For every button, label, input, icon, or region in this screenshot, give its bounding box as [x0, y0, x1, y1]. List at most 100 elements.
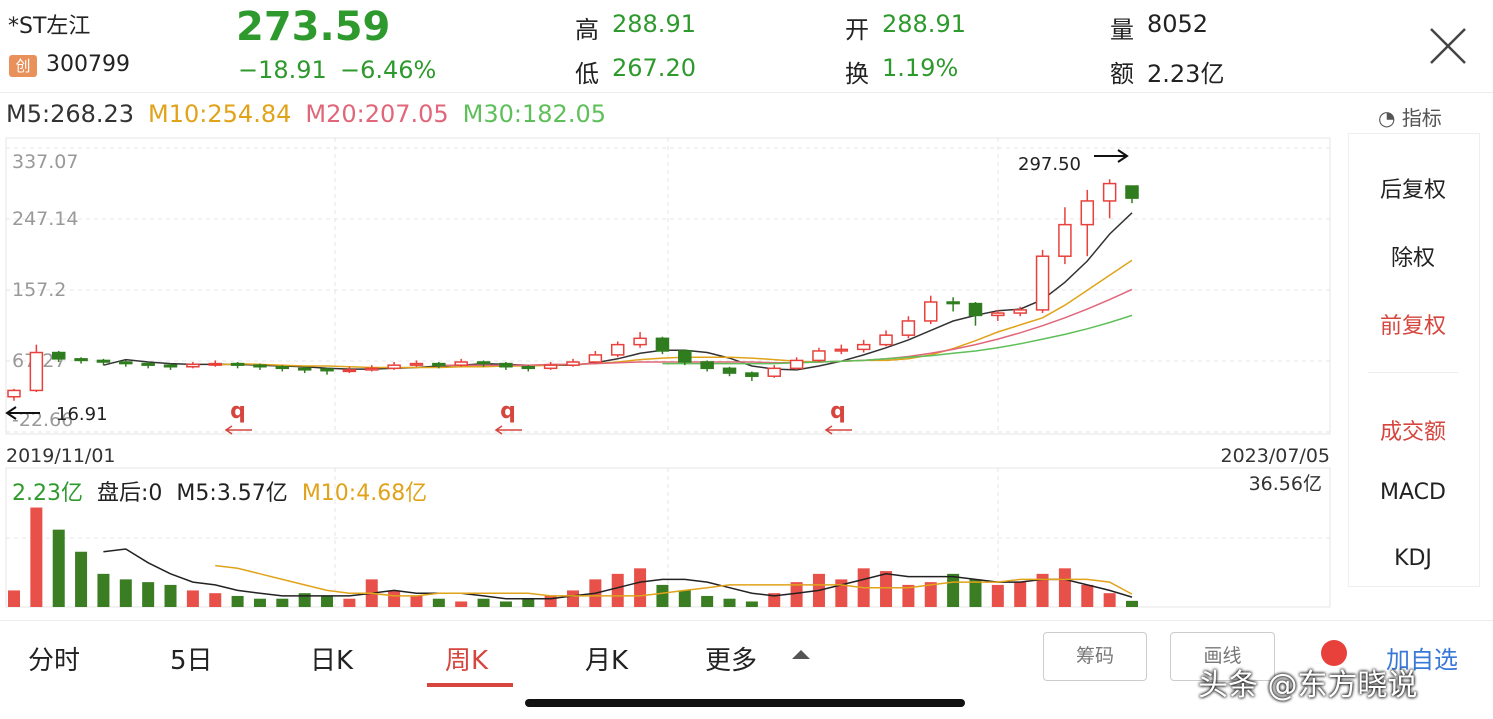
home-indicator: [525, 699, 965, 707]
close-button[interactable]: [1428, 26, 1468, 66]
volume-bar: [52, 529, 65, 607]
volume-bar: [432, 598, 445, 607]
side-menu-item[interactable]: 成交额: [1379, 420, 1446, 445]
candle-body: [566, 361, 580, 366]
candle-body: [789, 359, 804, 370]
candle-body: [365, 367, 379, 371]
volume-bar: [209, 593, 222, 607]
volume-bar: [186, 590, 199, 607]
volume-legend: M10:4.68亿: [302, 481, 427, 506]
stat-value: 288.91: [612, 10, 696, 38]
ma-legend-item: M20:207.05: [305, 100, 449, 128]
side-menu-item[interactable]: MACD: [1380, 480, 1446, 505]
stat-label: 额: [1110, 60, 1134, 88]
candle-body: [253, 364, 267, 368]
volume-bar: [388, 590, 401, 607]
volume-bar: [1014, 582, 1027, 607]
candle-body: [991, 312, 1005, 317]
candle-body: [454, 361, 468, 366]
candle-body: [96, 359, 111, 363]
ex-rights-arrow: [224, 425, 252, 435]
stat-value: 8052: [1147, 10, 1209, 38]
draw-button[interactable]: 画线: [1170, 632, 1275, 681]
ex-rights-arrow: [824, 425, 852, 435]
add-watchlist-button[interactable]: 加自选: [1386, 646, 1458, 674]
candle-body: [432, 362, 446, 366]
ma-line: [662, 314, 1133, 365]
volume-bar: [231, 595, 244, 607]
candle-body: [29, 351, 44, 392]
volume-bar: [924, 582, 937, 607]
min-label: 16.91: [56, 404, 108, 425]
more-arrow: [792, 650, 810, 659]
side-menu-item[interactable]: KDJ: [1394, 546, 1432, 571]
price-change-pct: −6.46%: [340, 56, 437, 84]
ma-line: [215, 259, 1133, 369]
candle-body: [208, 362, 222, 366]
ex-rights-marker: q: [230, 399, 246, 424]
watermark: 头条 @东方晓说: [1198, 668, 1418, 703]
candle-body: [163, 364, 178, 368]
candle-body: [767, 367, 781, 377]
chart: 337.07247.14157.267.27-22.662019/11/0120…: [5, 137, 1331, 608]
volume-bar: [1036, 573, 1049, 607]
ex-rights-marker: q: [500, 399, 516, 424]
ma-legend-item: M30:182.05: [462, 100, 606, 128]
tab[interactable]: 月K: [585, 646, 629, 676]
y-tick-label: 36.56亿: [1249, 473, 1322, 495]
chips-button[interactable]: 筹码: [1043, 632, 1147, 681]
candle-body: [320, 368, 334, 372]
volume-bar: [75, 551, 88, 607]
ex-rights-arrow: [494, 425, 522, 435]
candle-body: [476, 361, 491, 365]
candle-body: [610, 343, 625, 356]
tab[interactable]: 5日: [170, 646, 213, 676]
stat-label: 量: [1110, 16, 1134, 44]
candle-body: [1125, 185, 1139, 199]
last-price: 273.59: [236, 4, 391, 50]
volume-bar: [1126, 600, 1138, 607]
volume-bar: [991, 584, 1004, 607]
max-arrow: [1094, 149, 1129, 163]
divider: [0, 92, 1493, 93]
indicator-button[interactable]: ◔ 指标: [1378, 106, 1442, 130]
volume-bar: [343, 598, 356, 607]
volume-bar: [745, 601, 758, 607]
candle-body: [387, 364, 401, 370]
ma-line: [438, 288, 1133, 366]
side-menu-item[interactable]: 后复权: [1379, 178, 1446, 203]
candle-body: [812, 350, 826, 362]
tab[interactable]: 更多: [705, 646, 758, 676]
divider: [0, 620, 1493, 621]
candle-body: [230, 362, 245, 366]
candle-body: [74, 358, 88, 362]
indicator-label: 指标: [1401, 106, 1442, 130]
volume-bar: [902, 584, 915, 607]
candle-body: [834, 348, 849, 352]
volume-bar: [656, 584, 669, 607]
volume-bar: [1058, 568, 1071, 607]
ma-legend-item: M10:254.84: [148, 100, 292, 128]
stat-value: 2.23亿: [1147, 60, 1225, 88]
volume-bar: [969, 579, 982, 607]
max-label: 297.50: [1018, 154, 1081, 175]
tab[interactable]: 日K: [310, 646, 354, 676]
candle-body: [633, 337, 647, 346]
tab[interactable]: 周K: [445, 646, 489, 676]
volume-bar: [723, 598, 736, 607]
side-menu-item[interactable]: 前复权: [1379, 314, 1446, 339]
volume-bar: [253, 598, 266, 607]
side-menu-item[interactable]: 除权: [1390, 246, 1435, 271]
separator: [1368, 372, 1458, 373]
volume-bar: [567, 590, 579, 607]
candle-body: [51, 351, 66, 360]
candle-body: [1013, 309, 1027, 314]
volume-bar: [97, 573, 110, 607]
volume-bar: [522, 598, 535, 607]
ma-line: [103, 548, 1133, 600]
volume-bar: [119, 579, 132, 607]
tab[interactable]: 分时: [28, 646, 81, 676]
stat-label: 高: [575, 16, 599, 44]
ex-rights-marker: q: [830, 399, 846, 424]
ma-line: [215, 564, 1133, 597]
